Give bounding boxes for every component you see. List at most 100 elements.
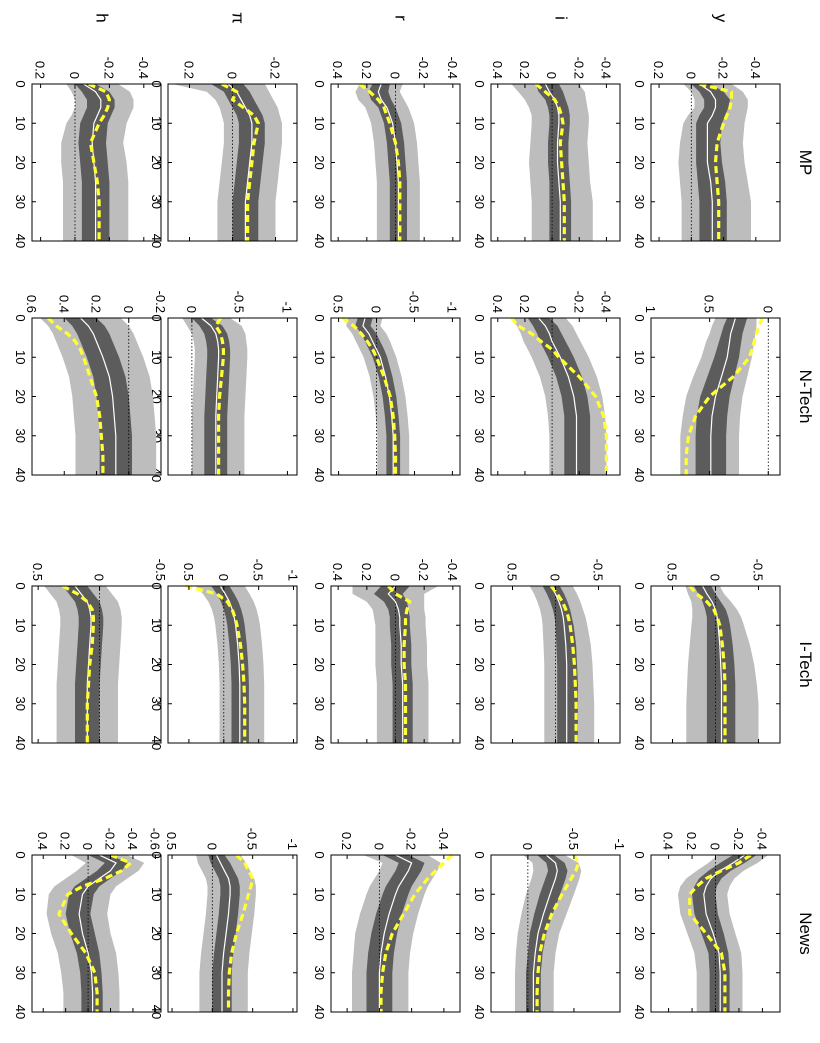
panel-r-news: 0.2 0 -0.2 -0.4 0 10 20 30 40: [312, 828, 461, 1019]
x-tick-label: 20: [472, 389, 487, 403]
column-title-news: News: [796, 912, 815, 955]
x-tick-label: 0: [632, 851, 647, 858]
estimate-line: [387, 584, 412, 743]
x-tick-label: 0: [472, 314, 487, 321]
y-tick-label: -0.4: [598, 57, 613, 79]
inner-band: [366, 855, 425, 1012]
y-tick-label: 0: [184, 306, 199, 313]
median-line: [532, 854, 558, 1012]
x-tick-label: 10: [13, 618, 28, 632]
y-tick-label: -0.5: [232, 291, 247, 313]
y-tick-label: 0: [67, 72, 82, 79]
estimate-line: [535, 854, 581, 1012]
x-tick-label: 10: [632, 618, 647, 632]
y-tick-label: 0: [216, 574, 231, 581]
y-tick-label: 0.2: [651, 61, 666, 79]
inner-band: [64, 318, 132, 475]
x-tick-label: 40: [312, 736, 327, 750]
y-tick-label: 0.5: [665, 563, 680, 581]
row-title-i: i: [552, 16, 571, 20]
x-tick-label: 0: [312, 582, 327, 589]
y-tick-label: -0.2: [571, 291, 586, 313]
y-tick-label: 0.5: [164, 832, 179, 850]
y-tick-label: -0.2: [404, 828, 419, 850]
panel-i-n-tech: 0.4 0.2 0 -0.2 -0.4 0 10 20 30 40: [472, 291, 621, 482]
estimate-line: [185, 584, 247, 743]
y-tick-label: -0.2: [103, 828, 118, 850]
y-tick-label: 0.2: [33, 61, 48, 79]
x-tick-label: 30: [632, 195, 647, 209]
x-tick-label: 20: [149, 926, 164, 940]
x-tick-label: 20: [472, 926, 487, 940]
x-tick-label: 10: [13, 350, 28, 364]
x-tick-label: 40: [472, 1005, 487, 1019]
row-title-pi: π: [229, 12, 248, 24]
y-tick-label: 0.2: [517, 61, 532, 79]
row-title-y: y: [712, 14, 731, 23]
inner-band: [694, 586, 736, 743]
x-tick-label: 10: [312, 618, 327, 632]
y-tick-label: 0.6: [24, 295, 39, 313]
x-tick-label: 10: [472, 116, 487, 130]
y-tick-label: 0.5: [181, 563, 196, 581]
x-tick-label: 40: [472, 468, 487, 482]
x-tick-label: 0: [13, 582, 28, 589]
y-tick-label: -0.6: [147, 828, 162, 850]
y-tick-label: -0.2: [101, 57, 116, 79]
x-tick-label: 10: [149, 116, 164, 130]
y-tick-label: -1: [285, 838, 300, 850]
panel-r-n-tech: 0.5 0 -0.5 -1 0 10 20 30 40: [312, 291, 461, 482]
inner-band: [368, 84, 407, 241]
panel-i-i-tech: 0.5 0 -0.5 0 10 20 30 40: [472, 559, 621, 750]
x-tick-label: 10: [149, 350, 164, 364]
x-tick-label: 10: [312, 887, 327, 901]
x-tick-label: 40: [472, 234, 487, 248]
x-tick-label: 20: [312, 926, 327, 940]
y-tick-label: 0: [544, 72, 559, 79]
median-line: [362, 317, 394, 475]
y-tick-label: 0.4: [490, 295, 505, 313]
estimate-line: [534, 82, 566, 241]
x-tick-label: 10: [632, 887, 647, 901]
row-title-h: h: [93, 13, 112, 22]
x-tick-label: 20: [632, 155, 647, 169]
y-tick-label: 0: [683, 72, 698, 79]
estimate-line: [88, 82, 111, 241]
y-tick-label: 0: [225, 72, 240, 79]
x-tick-label: 30: [13, 195, 28, 209]
y-tick-label: 0.4: [661, 832, 676, 850]
x-tick-label: 0: [472, 582, 487, 589]
y-tick-label: 0: [520, 843, 535, 850]
panel-y-n-tech: 1 0.5 0 0 10 20 30 40: [632, 295, 781, 482]
x-tick-label: 20: [312, 155, 327, 169]
y-tick-label: -0.4: [436, 828, 451, 850]
y-tick-label: 0.2: [517, 295, 532, 313]
estimate-line: [57, 853, 133, 1012]
column-title-mp: MP: [796, 150, 815, 176]
x-tick-label: 0: [632, 80, 647, 87]
x-tick-label: 30: [13, 697, 28, 711]
panel-y-mp: 0.2 0 -0.2 -0.4 0 10 20 30 40: [632, 57, 781, 248]
x-tick-label: 40: [312, 1005, 327, 1019]
median-line: [78, 854, 117, 1012]
x-tick-label: 20: [13, 657, 28, 671]
panel-h-mp: 0.2 0 -0.2 -0.4 0 10 20 30 40: [13, 57, 162, 248]
x-tick-label: 40: [632, 234, 647, 248]
x-tick-label: 40: [632, 736, 647, 750]
y-tick-label: -0.5: [566, 828, 581, 850]
x-tick-label: 20: [632, 657, 647, 671]
x-tick-label: 30: [632, 697, 647, 711]
y-tick-label: 0: [708, 843, 723, 850]
y-tick-label: -0.2: [268, 57, 283, 79]
x-tick-label: 40: [312, 234, 327, 248]
y-tick-label: 0.4: [56, 295, 71, 313]
y-tick-label: -0.5: [751, 559, 766, 581]
x-tick-label: 40: [13, 468, 28, 482]
median-line: [219, 585, 241, 743]
x-tick-label: 20: [13, 926, 28, 940]
